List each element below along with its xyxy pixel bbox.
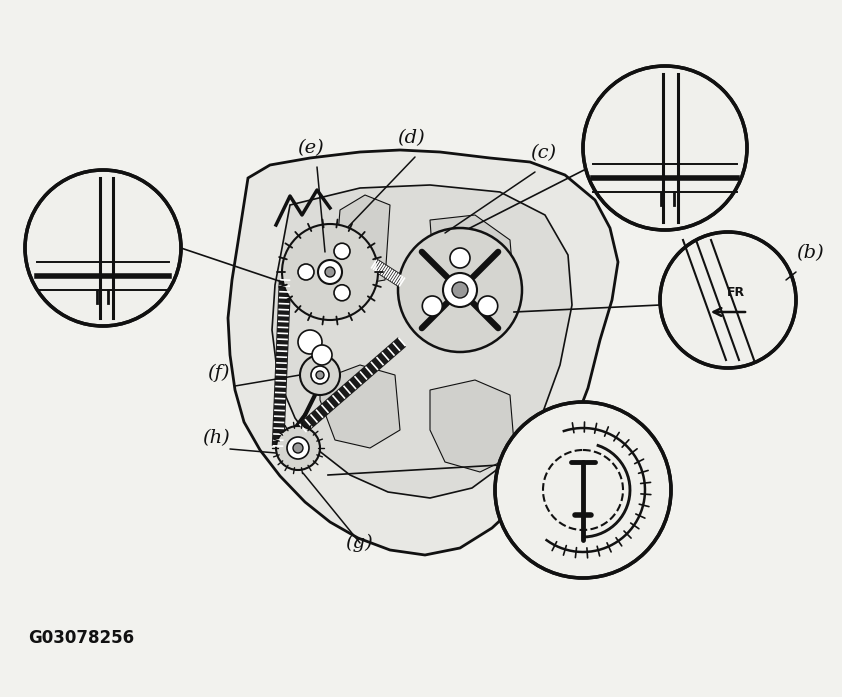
Circle shape <box>334 243 350 259</box>
Text: (e): (e) <box>297 139 324 157</box>
Circle shape <box>423 296 442 316</box>
Text: (c): (c) <box>530 144 556 162</box>
Circle shape <box>311 366 329 384</box>
Polygon shape <box>228 150 618 555</box>
Polygon shape <box>430 215 515 325</box>
Circle shape <box>318 260 342 284</box>
Text: (b): (b) <box>796 244 823 262</box>
Circle shape <box>443 273 477 307</box>
Circle shape <box>583 66 747 230</box>
Circle shape <box>477 296 498 316</box>
Circle shape <box>660 232 796 368</box>
Circle shape <box>312 345 332 365</box>
Circle shape <box>25 170 181 326</box>
Text: (d): (d) <box>397 129 424 147</box>
Circle shape <box>287 437 309 459</box>
Text: (g): (g) <box>345 534 373 552</box>
Text: (h): (h) <box>202 429 230 447</box>
Circle shape <box>298 264 314 280</box>
Text: G03078256: G03078256 <box>28 629 134 647</box>
Circle shape <box>298 330 322 354</box>
Text: (f): (f) <box>207 364 230 382</box>
Circle shape <box>293 443 303 453</box>
Circle shape <box>398 228 522 352</box>
Circle shape <box>300 355 340 395</box>
Circle shape <box>452 282 468 298</box>
Circle shape <box>334 285 350 301</box>
Circle shape <box>495 402 671 578</box>
Polygon shape <box>320 365 400 448</box>
Circle shape <box>276 426 320 470</box>
Text: FR: FR <box>727 286 745 298</box>
Circle shape <box>282 224 378 320</box>
Polygon shape <box>430 380 515 472</box>
Circle shape <box>450 248 470 268</box>
Circle shape <box>325 267 335 277</box>
Circle shape <box>316 371 324 379</box>
Polygon shape <box>335 195 390 285</box>
Polygon shape <box>272 185 572 498</box>
